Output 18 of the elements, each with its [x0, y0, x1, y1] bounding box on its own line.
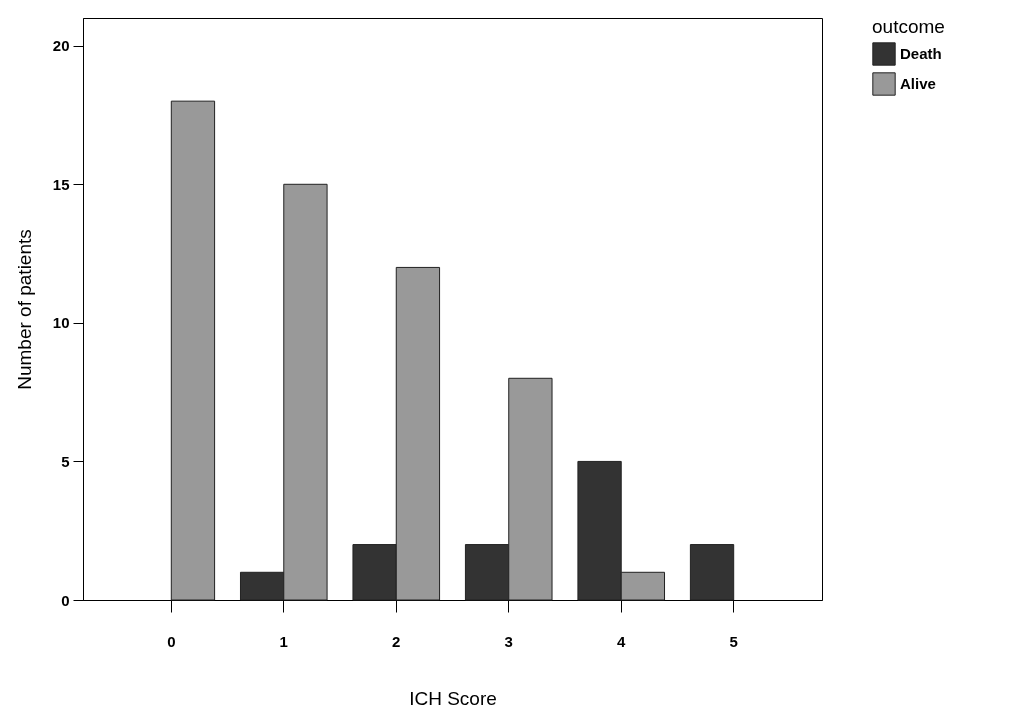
x-tick-label: 5: [729, 632, 738, 650]
legend-label: Alive: [900, 75, 936, 92]
y-tick-label: 5: [61, 452, 70, 470]
x-tick-label: 3: [504, 632, 513, 650]
x-tick-label: 4: [617, 632, 627, 650]
x-axis-title: ICH Score: [409, 687, 497, 709]
x-tick-label: 2: [392, 632, 401, 650]
y-tick-label: 15: [52, 175, 70, 193]
y-tick-label: 20: [52, 37, 70, 55]
y-axis-title: Number of patients: [13, 229, 35, 390]
x-tick-label: 0: [167, 632, 176, 650]
y-tick-label: 10: [52, 314, 70, 332]
y-tick-label: 0: [61, 591, 70, 609]
legend-label: Death: [900, 45, 942, 62]
bar: [689, 544, 735, 601]
legend-title: outcome: [872, 16, 945, 37]
bar: [170, 100, 216, 601]
x-tick-label: 1: [279, 632, 288, 650]
